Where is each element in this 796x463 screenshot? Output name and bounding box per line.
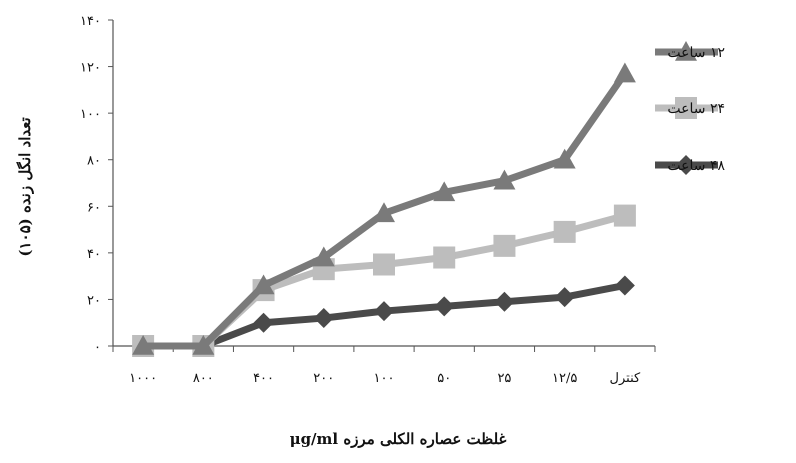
data-point [553, 148, 576, 169]
data-point [312, 246, 335, 267]
data-point [494, 291, 515, 312]
data-point [313, 308, 334, 329]
data-point [493, 234, 516, 257]
data-point [553, 220, 576, 243]
y-tick-label: ۱۰۰ [80, 107, 101, 122]
legend-label: ۱۲ ساعت [667, 45, 725, 61]
y-tick-label: ۸۰ [87, 154, 101, 169]
x-tick-label: کنترل [610, 371, 641, 386]
y-tick-label: ۱۲۰ [80, 61, 101, 76]
data-point [613, 62, 636, 83]
data-point [252, 274, 275, 295]
x-tick-label: ۱۰۰ [374, 371, 395, 386]
data-point [434, 296, 455, 317]
legend-swatch-marker [675, 97, 697, 119]
legend-label: ۴۸ ساعت [667, 158, 725, 174]
y-axis-title: تعداد انگل زنده (۱۰۵) [16, 117, 34, 256]
legend-swatch-marker [676, 155, 696, 175]
x-tick-label: ۸۰۰ [193, 371, 214, 386]
y-tick-label: ۲۰ [87, 293, 101, 308]
data-point [554, 287, 575, 308]
x-tick-label: ۲۵ [497, 371, 511, 386]
y-ticks: ۰ ۲۰ ۴۰ ۶۰ ۸۰ ۱۰۰ ۱۲۰ ۱۴۰ [80, 14, 113, 355]
legend: ۱۲ ساعت ۲۴ ساعت ۴۸ ساعت [655, 41, 725, 175]
x-tick-label: ۱۰۰۰ [129, 371, 157, 386]
x-tick-label: ۲۰۰ [313, 371, 334, 386]
series-line [143, 212, 626, 350]
y-tick-label: ۶۰ [87, 200, 101, 215]
data-point [614, 275, 635, 296]
y-tick-label: ۱۴۰ [80, 14, 101, 29]
x-tick-label: ۱۲/۵ [552, 371, 577, 386]
data-point [132, 335, 155, 355]
x-tick-label: ۵۰ [437, 371, 451, 386]
x-axis-title: غلظت عصاره الکلی مرزه μg/ml [290, 430, 507, 448]
y-tick-label: ۰ [94, 340, 101, 355]
legend-swatch-marker [675, 41, 697, 61]
data-point [373, 202, 395, 223]
data-point [192, 335, 215, 355]
x-tick-label: ۴۰۰ [253, 371, 274, 386]
data-point [253, 312, 274, 333]
x-ticks: ۱۰۰۰ ۸۰۰ ۴۰۰ ۲۰۰ ۱۰۰ ۵۰ ۲۵ ۱۲/۵ کنترل [112, 346, 656, 386]
data-point [373, 253, 395, 276]
y-tick-label: ۴۰ [87, 247, 101, 262]
data-point [613, 204, 636, 227]
data-point [433, 246, 456, 269]
data-point [374, 301, 394, 322]
data-point [433, 181, 456, 202]
data-point [493, 169, 516, 190]
series-layer [132, 62, 636, 357]
legend-label: ۲۴ ساعت [667, 101, 725, 117]
